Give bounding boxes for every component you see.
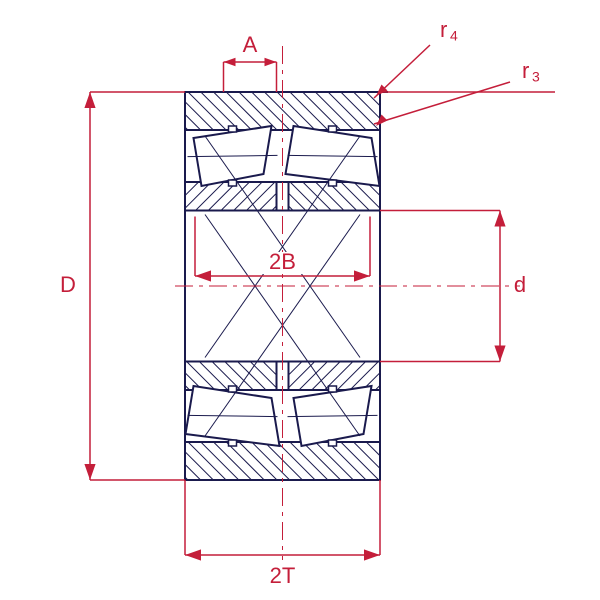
label-2T: 2T — [270, 563, 296, 588]
label-d: d — [514, 272, 526, 297]
svg-text:3: 3 — [532, 69, 540, 85]
label-r3: r — [522, 58, 529, 83]
label-D: D — [60, 272, 76, 297]
label-r4: r — [440, 17, 447, 42]
label-A: A — [243, 32, 258, 57]
svg-text:4: 4 — [450, 28, 458, 44]
label-2B: 2B — [269, 249, 296, 274]
